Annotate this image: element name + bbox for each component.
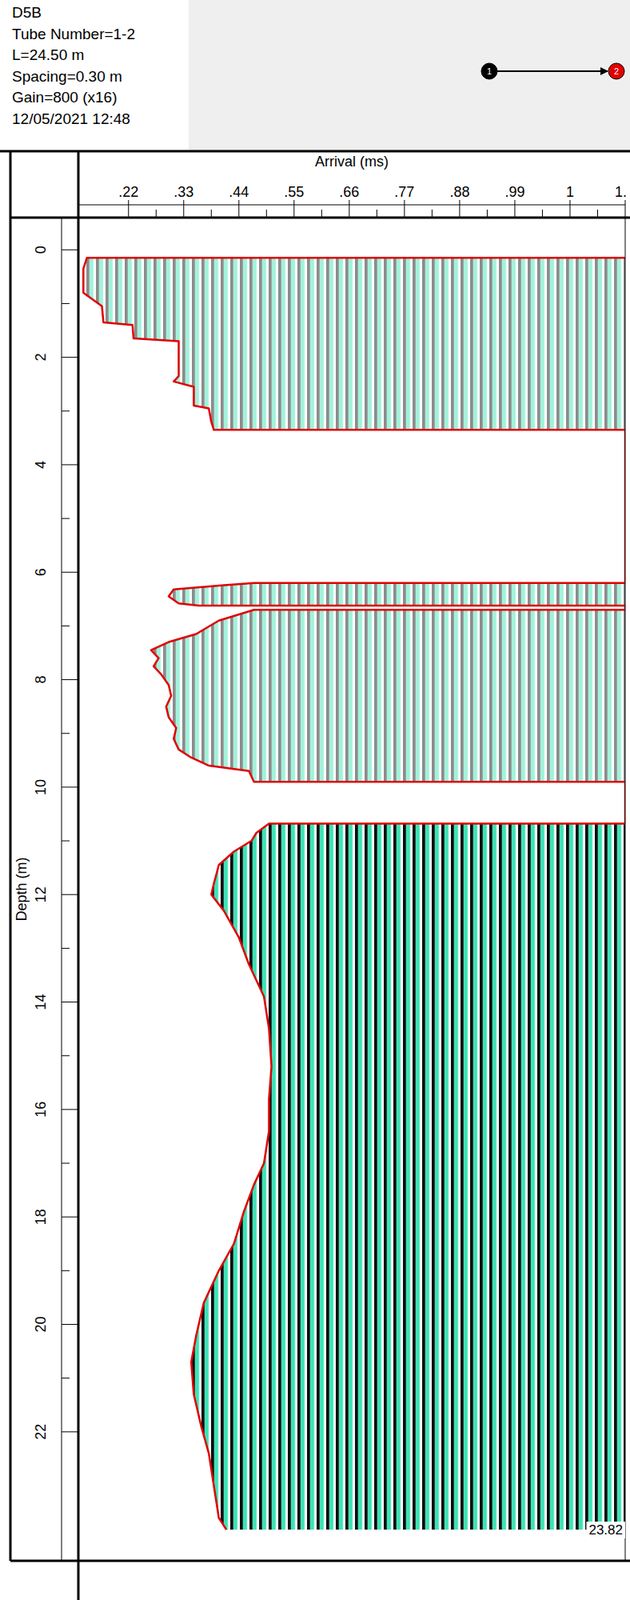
- title: D5B: [11, 3, 42, 21]
- minor-tick: [61, 947, 70, 949]
- tick-label: 8: [32, 675, 49, 684]
- minor-tick: [542, 209, 543, 218]
- tube-label: 2: [614, 66, 619, 76]
- minor-tick: [61, 1376, 70, 1378]
- minor-tick: [61, 1162, 70, 1164]
- signal-area: [191, 823, 626, 1529]
- tick: [61, 1323, 79, 1324]
- axis-title: Depth (m): [13, 856, 30, 921]
- tick-label: 16: [32, 1100, 49, 1117]
- minor-tick: [61, 840, 70, 842]
- tick: [61, 1430, 79, 1432]
- tick-label: 10: [32, 778, 49, 795]
- frame: [9, 151, 12, 1560]
- plot-area: [83, 257, 626, 1529]
- tick-label: 0: [32, 245, 49, 254]
- chart: D5B Tube Number=1-2 L=24.50 m Spacing=0.30 …: [0, 0, 630, 1599]
- tick: [127, 199, 129, 218]
- tick-label: .88: [449, 183, 470, 200]
- tick: [514, 199, 515, 218]
- minor-tick: [61, 410, 70, 411]
- tick-label: 2: [32, 353, 49, 362]
- tick: [569, 199, 571, 218]
- tube-label: 1: [486, 66, 492, 76]
- end-depth-label: 23.82: [588, 1521, 623, 1537]
- tick: [348, 199, 350, 218]
- axis-title: Arrival (ms): [315, 153, 389, 170]
- minor-tick: [376, 209, 378, 218]
- tick: [61, 249, 79, 251]
- tick-label: 14: [32, 993, 49, 1010]
- tick-label: .33: [173, 183, 194, 200]
- tick-label: 22: [32, 1423, 49, 1440]
- minor-tick: [61, 518, 70, 519]
- tick: [61, 1000, 79, 1002]
- frame: [77, 151, 80, 1599]
- minor-tick: [597, 209, 599, 218]
- tick-label: 6: [32, 567, 49, 576]
- depth-axis-line: [61, 217, 63, 1560]
- tick: [61, 893, 79, 895]
- header-line: L=24.50 m: [11, 46, 84, 64]
- minor-tick: [155, 209, 157, 218]
- header-panel: [188, 0, 630, 152]
- tick-label: 1.: [614, 183, 627, 200]
- tick-label: 18: [32, 1208, 49, 1225]
- header-line: Gain=800 (x16): [11, 88, 118, 106]
- first-arrival-line: [83, 257, 626, 1529]
- label-background: [586, 1520, 626, 1538]
- minor-tick: [61, 1054, 70, 1056]
- tick-label: 4: [32, 460, 49, 469]
- arrival-axis-line: [78, 204, 626, 206]
- minor-tick: [61, 303, 70, 304]
- tick: [61, 463, 79, 465]
- tube-marker: [481, 63, 498, 80]
- frame: [0, 150, 630, 153]
- signal-area: [151, 609, 626, 782]
- minor-tick: [486, 209, 488, 218]
- tick: [61, 1216, 79, 1217]
- minor-tick: [431, 209, 433, 218]
- plot-edge: [625, 217, 627, 1560]
- tube-arrow: [497, 70, 608, 72]
- minor-tick: [321, 209, 323, 218]
- minor-tick: [61, 625, 70, 627]
- signal-area: [168, 582, 626, 606]
- tick-label: .55: [283, 183, 304, 200]
- signal-area: [83, 257, 626, 430]
- header-line: 12/05/2021 12:48: [11, 110, 131, 128]
- tick: [293, 199, 295, 218]
- tick-label: 12: [32, 885, 49, 902]
- tick: [403, 199, 405, 218]
- frame: [10, 216, 630, 220]
- tick-label: .77: [394, 183, 415, 200]
- tick: [61, 678, 79, 680]
- tick: [625, 199, 627, 218]
- tick-label: .44: [228, 183, 249, 200]
- minor-tick: [61, 1269, 70, 1271]
- tick: [183, 199, 184, 218]
- frame: [10, 1559, 630, 1562]
- tick: [61, 1108, 79, 1109]
- tick: [61, 356, 79, 358]
- minor-tick: [266, 209, 268, 218]
- tick-label: .22: [118, 183, 139, 200]
- tick: [458, 199, 460, 218]
- tick: [61, 571, 79, 573]
- tick-label: 20: [32, 1315, 49, 1332]
- header-line: Tube Number=1-2: [11, 25, 136, 43]
- tick-label: .66: [338, 183, 359, 200]
- header-line: Spacing=0.30 m: [11, 67, 123, 85]
- tick: [238, 199, 240, 218]
- minor-tick: [211, 209, 212, 218]
- background: [0, 0, 630, 1599]
- tube-marker: [608, 63, 625, 80]
- minor-tick: [61, 732, 70, 734]
- tick-label: 1: [566, 183, 575, 200]
- tick-label: .99: [504, 183, 525, 200]
- tick: [61, 785, 79, 787]
